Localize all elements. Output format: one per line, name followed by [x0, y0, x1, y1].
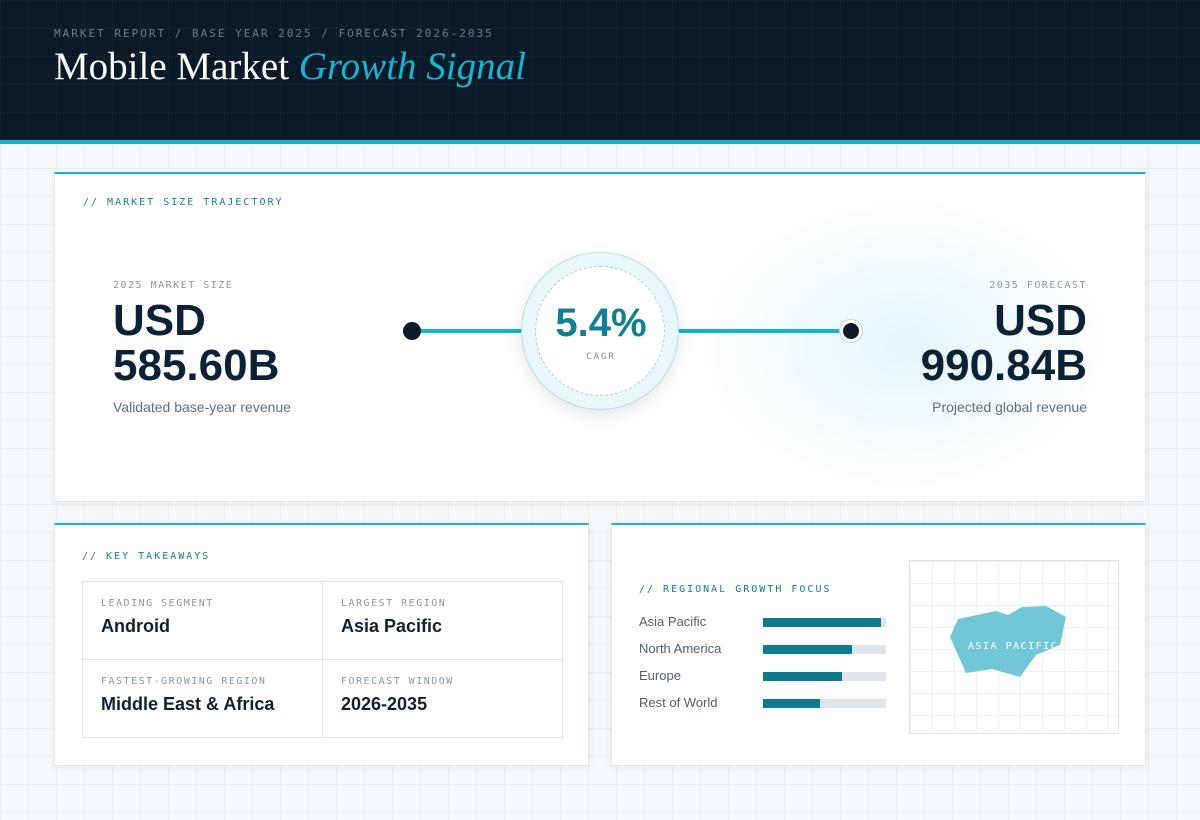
takeaway-key: LARGEST REGION	[341, 598, 447, 609]
takeaway-key: FASTEST-GROWING REGION	[101, 676, 267, 687]
takeaway-value: 2026-2035	[341, 694, 428, 714]
takeaway-value: Android	[101, 616, 170, 636]
end-caption: Projected global revenue	[932, 399, 1087, 415]
region-bar-fill	[763, 672, 842, 681]
takeaways-grid: LEADING SEGMENT Android LARGEST REGION A…	[82, 581, 563, 738]
regional-label: // REGIONAL GROWTH FOCUS	[639, 584, 832, 595]
start-amount: 585.60B	[113, 341, 280, 390]
takeaways-label: // KEY TAKEAWAYS	[82, 551, 211, 562]
end-dot	[840, 320, 862, 342]
region-bar-track	[763, 645, 886, 654]
report-eyebrow: MARKET REPORT / BASE YEAR 2025 / FORECAS…	[54, 27, 494, 40]
region-bar-north-america: North America	[639, 641, 889, 657]
cagr-inner-ring: 5.4% CAGR	[535, 266, 665, 396]
title-accent: Growth Signal	[298, 45, 526, 88]
region-bar-track	[763, 672, 886, 681]
takeaway-key: LEADING SEGMENT	[101, 598, 214, 609]
end-value: USD 990.84B	[921, 298, 1087, 388]
takeaways-card: // KEY TAKEAWAYS LEADING SEGMENT Android…	[54, 523, 589, 766]
region-name: Europe	[639, 668, 681, 683]
region-name: Asia Pacific	[639, 614, 707, 629]
start-value: USD 585.60B	[113, 298, 279, 388]
end-amount: 990.84B	[920, 341, 1087, 390]
region-bar-fill	[763, 618, 882, 627]
report-header: MARKET REPORT / BASE YEAR 2025 / FORECAS…	[0, 0, 1200, 144]
trajectory-glow	[695, 194, 1115, 494]
end-kicker: 2035 FORECAST	[989, 280, 1087, 291]
takeaway-largest-region: LARGEST REGION Asia Pacific	[323, 582, 563, 660]
takeaway-value: Asia Pacific	[341, 616, 443, 636]
region-map: ASIA PACIFIC	[909, 560, 1119, 734]
start-dot	[403, 322, 421, 340]
cagr-badge: 5.4% CAGR	[521, 252, 679, 410]
start-caption: Validated base-year revenue	[113, 399, 291, 415]
region-bar-asia-pacific: Asia Pacific	[639, 614, 889, 630]
start-currency: USD	[113, 296, 206, 345]
takeaway-fastest-region: FASTEST-GROWING REGION Middle East & Afr…	[83, 660, 323, 738]
asia-pacific-shape-icon	[950, 606, 1066, 677]
region-name: North America	[639, 641, 722, 656]
takeaway-key: FORECAST WINDOW	[341, 676, 454, 687]
cagr-value: 5.4%	[555, 301, 647, 345]
region-bar-rest-of-world: Rest of World	[639, 695, 889, 711]
end-currency: USD	[994, 296, 1087, 345]
trajectory-card: // MARKET SIZE TRAJECTORY 2025 MARKET SI…	[54, 172, 1146, 502]
regional-card: // REGIONAL GROWTH FOCUS Asia Pacific No…	[611, 523, 1146, 766]
region-bar-fill	[763, 699, 820, 708]
region-bar-track	[763, 699, 886, 708]
title-plain: Mobile Market	[54, 45, 290, 88]
takeaway-leading-segment: LEADING SEGMENT Android	[83, 582, 323, 660]
map-label: ASIA PACIFIC	[968, 641, 1059, 652]
takeaway-forecast-window: FORECAST WINDOW 2026-2035	[323, 660, 563, 738]
page-title: Mobile Market Growth Signal	[54, 44, 526, 89]
cagr-label: CAGR	[586, 352, 616, 362]
region-bar-track	[763, 618, 886, 627]
trajectory-label: // MARKET SIZE TRAJECTORY	[83, 197, 284, 208]
region-bar-fill	[763, 645, 852, 654]
takeaway-value: Middle East & Africa	[101, 694, 275, 714]
region-name: Rest of World	[639, 695, 718, 710]
start-kicker: 2025 MARKET SIZE	[113, 280, 234, 291]
region-bar-europe: Europe	[639, 668, 889, 684]
